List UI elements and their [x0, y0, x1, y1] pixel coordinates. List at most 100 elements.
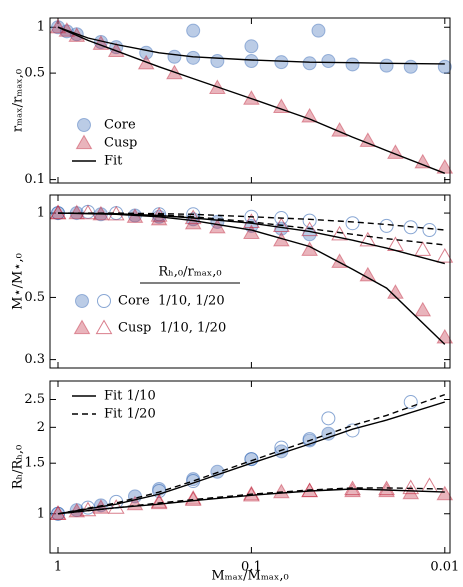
point [379, 218, 394, 233]
y-tick-label: 2 [37, 420, 45, 435]
point [331, 225, 348, 241]
fit-line [57, 26, 445, 65]
fit-line [57, 393, 446, 515]
legend-marker [77, 118, 91, 132]
point [311, 23, 326, 38]
point [345, 216, 360, 231]
point [244, 452, 259, 467]
y-tick-label: 0.3 [24, 352, 45, 367]
point [274, 440, 289, 455]
fit-line [57, 212, 446, 345]
point [359, 231, 377, 247]
legend-label: Fit 1/10 [104, 389, 156, 404]
point [152, 484, 167, 499]
point [49, 204, 67, 220]
point [436, 328, 454, 344]
legend-marker [75, 294, 89, 308]
legend-label: Fit [104, 154, 123, 169]
point [302, 56, 317, 71]
legend-label: Cusp [104, 136, 137, 151]
point [243, 90, 260, 105]
y-tick-label: 0.5 [24, 66, 45, 81]
point [243, 213, 260, 229]
y-tick-label: 1.5 [24, 456, 45, 471]
point [437, 59, 452, 74]
point [274, 211, 289, 226]
point [186, 23, 201, 38]
point [184, 491, 202, 506]
point [301, 482, 318, 498]
fit-line [57, 401, 446, 515]
x-axis-label: Mₘₐₓ/Mₘₐₓ,₀ [211, 569, 288, 584]
point [210, 464, 225, 479]
fit-line [57, 26, 446, 174]
frame [49, 380, 451, 554]
legend-label: Fit 1/20 [104, 407, 156, 422]
point [321, 54, 336, 69]
point [402, 484, 420, 500]
point [414, 241, 432, 256]
legend-marker [75, 134, 93, 150]
point [274, 55, 289, 70]
point [422, 223, 437, 238]
point [345, 423, 360, 438]
frame [49, 17, 451, 184]
point [359, 266, 377, 282]
point [379, 58, 394, 73]
point [359, 132, 377, 147]
y-tick-label: 1 [37, 20, 45, 35]
point [186, 50, 201, 65]
point [243, 224, 260, 239]
point [302, 213, 317, 228]
legend-title: Rₕ,₀/rₘₐₓ,₀ [158, 265, 221, 280]
x-tick-label: 0.1 [241, 560, 262, 575]
point [345, 57, 360, 72]
point [302, 432, 317, 447]
point [184, 214, 202, 230]
point [344, 482, 361, 498]
point [414, 153, 432, 169]
point [244, 54, 259, 69]
fit-line [57, 487, 445, 515]
point [150, 210, 168, 226]
point [210, 54, 225, 69]
point [402, 479, 420, 495]
fit-line [57, 212, 445, 246]
fit-line [58, 212, 445, 231]
point [68, 204, 86, 220]
point [244, 39, 259, 54]
y-tick-label: 0.1 [24, 172, 45, 187]
x-tick-label: 0.01 [430, 560, 459, 575]
point [208, 218, 226, 234]
frame [49, 194, 451, 369]
legend-label: Core [104, 118, 136, 133]
point [414, 301, 432, 317]
point [403, 59, 418, 74]
y-tick-label: 2.5 [24, 392, 45, 407]
point [436, 247, 454, 263]
y-tick-label: 1 [37, 206, 45, 221]
legend-marker [97, 294, 111, 308]
point [167, 49, 182, 64]
point [273, 483, 290, 499]
legend-label: Core 1/10, 1/20 [118, 294, 225, 309]
y-tick-label: 1 [37, 506, 45, 521]
point [403, 395, 418, 410]
point [301, 221, 318, 237]
y-axis-label: rₘₐₓ/rₘₐₓ,₀ [11, 69, 26, 132]
y-axis-label: Rₕ/Rₕ,₀ [11, 445, 26, 490]
point [387, 284, 404, 299]
point [403, 220, 418, 235]
point [301, 107, 318, 123]
point [421, 477, 438, 493]
legend-marker [73, 319, 91, 335]
point [243, 485, 260, 501]
point [273, 98, 290, 114]
y-tick-label: 0.5 [24, 290, 45, 305]
y-axis-label: M⋆/M⋆,₀ [11, 253, 26, 310]
point [436, 485, 454, 501]
x-tick-label: 1 [54, 560, 62, 575]
point [321, 411, 336, 426]
